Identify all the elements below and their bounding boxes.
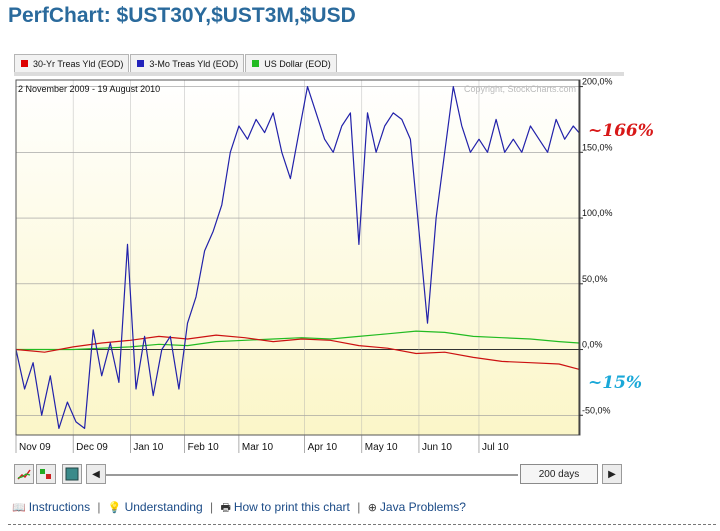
x-tick-label: Jan 10 [133, 442, 163, 453]
x-tick-label: Jun 10 [422, 442, 452, 453]
link-separator: | [357, 500, 361, 514]
legend-item-ust3m[interactable]: 3-Mo Treas Yld (EOD) [130, 54, 245, 72]
panel-icon [65, 467, 79, 481]
date-range: 2 November 2009 - 19 August 2010 [18, 84, 160, 94]
grid [15, 80, 579, 435]
plot-frame [15, 79, 581, 436]
line-chart-button[interactable] [14, 464, 34, 484]
arrow-right-icon: ▶ [608, 468, 616, 480]
y-tick-label: 200,0% [582, 77, 613, 87]
days-selector[interactable]: 200 days [520, 464, 598, 484]
plus-icon: ⊕ [367, 501, 377, 514]
scroll-right-button[interactable]: ▶ [602, 464, 622, 484]
x-tick-label: Mar 10 [242, 442, 274, 453]
instructions-link[interactable]: Instructions [28, 500, 91, 514]
y-axis-ticks: 200,0% 150,0% 100,0% 50,0% 0,0% -50,0% [579, 77, 613, 416]
copyright-text: Copyright, StockCharts.com [464, 84, 576, 94]
link-separator: | [97, 500, 101, 514]
y-tick-label: 150,0% [582, 142, 613, 152]
date-slider[interactable] [106, 474, 518, 476]
x-tick-label: Feb 10 [188, 442, 220, 453]
y-tick-label: -50,0% [582, 405, 611, 415]
java-problems-link[interactable]: Java Problems? [379, 500, 466, 514]
arrow-left-icon: ◀ [92, 468, 100, 480]
link-separator: | [209, 500, 214, 514]
x-axis-ticks: Nov 09 Dec 09 Jan 10 Feb 10 Mar 10 Apr 10 May … [15, 435, 509, 453]
line-chart-icon [17, 469, 31, 480]
background-button[interactable] [62, 464, 82, 484]
legend-item-ust30y[interactable]: 30-Yr Treas Yld (EOD) [14, 54, 130, 72]
x-tick-label: May 10 [365, 442, 398, 453]
legend-label-ust30y: 30-Yr Treas Yld (EOD) [33, 58, 124, 69]
x-tick-label: Apr 10 [308, 442, 338, 453]
bulb-icon: 💡 [107, 501, 122, 514]
page-title: PerfChart: $UST30Y,$UST3M,$USD [8, 4, 356, 27]
book-icon: 📖 [12, 501, 26, 514]
y-tick-label: 100,0% [582, 208, 613, 218]
printer-icon: 🖶 [220, 501, 231, 514]
series-line-ust3m [15, 85, 580, 429]
legend: 30-Yr Treas Yld (EOD) 3-Mo Treas Yld (EO… [14, 54, 338, 72]
legend-label-usd: US Dollar (EOD) [264, 58, 331, 69]
legend-swatch-ust30y [21, 60, 28, 67]
bar-chart-icon [40, 469, 51, 479]
legend-swatch-ust3m [137, 60, 145, 67]
series-line-ust30y [15, 334, 580, 370]
y-tick-label: 50,0% [582, 274, 608, 284]
understanding-link[interactable]: Understanding [124, 500, 203, 514]
help-links: 📖 Instructions | 💡 Understanding | 🖶 How to… [12, 499, 466, 518]
plot-background [16, 80, 580, 435]
legend-label-ust3m: 3-Mo Treas Yld (EOD) [149, 58, 239, 69]
bar-chart-button[interactable] [36, 464, 56, 484]
annotation-bottom: ~15% [588, 373, 642, 393]
series-layer [15, 85, 580, 429]
x-tick-label: Dec 09 [76, 442, 108, 453]
legend-item-usd[interactable]: US Dollar (EOD) [245, 54, 337, 72]
x-tick-label: Jul 10 [482, 442, 509, 453]
footer-divider [8, 524, 716, 525]
legend-underline [14, 72, 624, 76]
annotation-top: ~166% [588, 121, 654, 141]
print-link[interactable]: How to print this chart [233, 500, 350, 514]
y-tick-label: 0,0% [582, 340, 603, 350]
legend-swatch-usd [252, 60, 260, 67]
x-tick-label: Nov 09 [19, 442, 51, 453]
scroll-left-button[interactable]: ◀ [86, 464, 106, 484]
